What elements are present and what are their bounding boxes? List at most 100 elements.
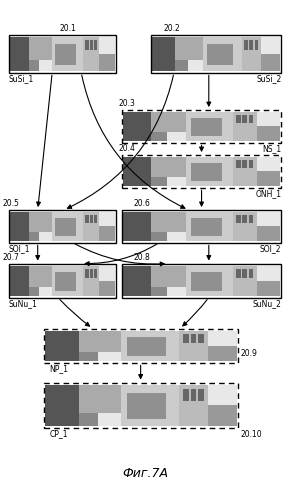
- Bar: [207, 44, 233, 66]
- FancyArrowPatch shape: [200, 190, 204, 206]
- Text: 20.10: 20.10: [241, 430, 262, 439]
- Bar: [29, 266, 52, 286]
- Bar: [191, 388, 196, 401]
- Bar: [249, 215, 253, 224]
- Bar: [123, 112, 280, 140]
- Bar: [122, 330, 179, 360]
- Bar: [90, 268, 93, 278]
- FancyArrowPatch shape: [36, 246, 40, 260]
- Bar: [123, 157, 280, 186]
- Bar: [242, 37, 261, 70]
- Bar: [90, 215, 93, 224]
- Bar: [79, 384, 122, 413]
- Text: 20.2: 20.2: [164, 24, 181, 33]
- Bar: [55, 44, 76, 66]
- Bar: [151, 112, 186, 132]
- Bar: [122, 110, 281, 142]
- Bar: [52, 212, 83, 240]
- Bar: [9, 264, 116, 298]
- Bar: [79, 413, 98, 426]
- Text: SuNu_1: SuNu_1: [9, 299, 38, 308]
- Bar: [208, 405, 237, 425]
- Bar: [86, 215, 89, 224]
- Bar: [94, 40, 97, 50]
- Text: 20.6: 20.6: [133, 199, 150, 208]
- Bar: [151, 212, 186, 232]
- Text: SOI_2: SOI_2: [260, 244, 281, 253]
- Text: Фиг.7А: Фиг.7А: [122, 467, 168, 480]
- Bar: [94, 215, 97, 224]
- Bar: [261, 54, 280, 70]
- Bar: [10, 37, 115, 70]
- Bar: [55, 272, 76, 291]
- Bar: [191, 334, 196, 342]
- Bar: [99, 54, 115, 70]
- Bar: [99, 280, 115, 295]
- FancyArrowPatch shape: [207, 76, 211, 106]
- Bar: [236, 268, 241, 278]
- Bar: [29, 286, 39, 296]
- FancyArrowPatch shape: [37, 76, 52, 206]
- Text: SuNu_2: SuNu_2: [252, 299, 281, 308]
- Bar: [123, 212, 280, 240]
- Text: SOI_1: SOI_1: [9, 244, 30, 253]
- Bar: [86, 40, 89, 50]
- FancyArrowPatch shape: [75, 244, 164, 266]
- Bar: [123, 266, 280, 296]
- Bar: [45, 384, 237, 426]
- Bar: [45, 384, 79, 426]
- Text: SuSi_1: SuSi_1: [9, 74, 34, 83]
- Bar: [183, 334, 188, 342]
- Bar: [55, 218, 76, 236]
- Bar: [122, 384, 179, 426]
- Text: 20.5: 20.5: [3, 199, 20, 208]
- Bar: [257, 126, 280, 140]
- Bar: [257, 280, 280, 295]
- Bar: [99, 226, 115, 240]
- Bar: [123, 157, 151, 186]
- Bar: [122, 155, 281, 188]
- FancyArrowPatch shape: [183, 300, 207, 326]
- Text: NP_1: NP_1: [49, 364, 68, 373]
- Bar: [183, 388, 188, 401]
- Bar: [86, 268, 89, 278]
- Bar: [151, 157, 186, 177]
- Bar: [127, 392, 166, 419]
- Bar: [29, 37, 52, 60]
- Bar: [191, 162, 222, 181]
- Bar: [191, 272, 222, 291]
- Bar: [152, 37, 280, 70]
- Bar: [233, 212, 257, 240]
- Bar: [122, 210, 281, 242]
- FancyArrowPatch shape: [200, 146, 204, 151]
- Bar: [244, 40, 248, 50]
- Bar: [83, 37, 99, 70]
- Text: 20.8: 20.8: [133, 252, 150, 262]
- Text: 20.1: 20.1: [59, 24, 76, 33]
- Bar: [236, 215, 241, 224]
- Bar: [83, 266, 99, 296]
- Text: 20.3: 20.3: [119, 99, 136, 108]
- Bar: [249, 115, 253, 124]
- Bar: [10, 212, 115, 240]
- Bar: [29, 212, 52, 232]
- Bar: [249, 160, 253, 168]
- Text: CP_1: CP_1: [49, 429, 68, 438]
- Bar: [151, 177, 167, 186]
- Bar: [208, 346, 237, 360]
- Text: NS_1: NS_1: [262, 144, 281, 153]
- Bar: [122, 264, 281, 298]
- Bar: [233, 112, 257, 140]
- Bar: [236, 160, 241, 168]
- Bar: [242, 268, 247, 278]
- Bar: [233, 157, 257, 186]
- Bar: [127, 336, 166, 356]
- Bar: [242, 160, 247, 168]
- Bar: [151, 232, 167, 240]
- Bar: [249, 268, 253, 278]
- Bar: [249, 40, 253, 50]
- Bar: [123, 266, 151, 296]
- FancyArrowPatch shape: [85, 244, 157, 266]
- Text: 20.7: 20.7: [3, 252, 20, 262]
- Bar: [242, 115, 247, 124]
